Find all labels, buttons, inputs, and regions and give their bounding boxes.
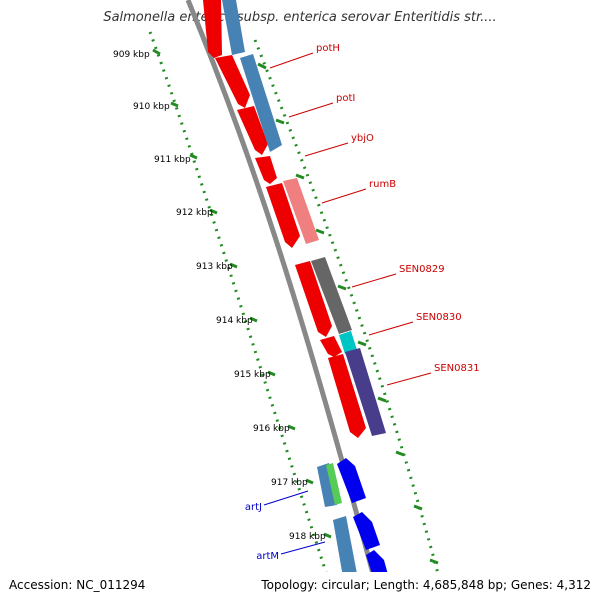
tick-label: 913 kbp — [196, 262, 233, 272]
gene-feature[interactable] — [266, 183, 300, 248]
tick-label: 909 kbp — [113, 50, 150, 60]
inner-tick-marks — [152, 48, 332, 539]
tick-label: 916 kbp — [253, 424, 290, 434]
callout-line — [269, 52, 314, 69]
map-title: Salmonella enterica subsp. enterica sero… — [103, 10, 497, 25]
gene-label-rumb[interactable]: rumB — [369, 179, 396, 190]
gene-feature[interactable] — [311, 257, 352, 334]
gene-feature[interactable] — [222, 0, 245, 55]
gene-feature[interactable] — [366, 550, 390, 586]
callout-line — [351, 273, 397, 288]
gene-feature[interactable] — [328, 354, 366, 438]
forward-strand-genes — [203, 0, 366, 438]
gene-label-poti[interactable]: potI — [336, 93, 355, 104]
gene-feature[interactable] — [320, 336, 342, 357]
tick-label: 917 kbp — [271, 478, 308, 488]
gene-feature[interactable] — [326, 463, 342, 505]
tick-label: 910 kbp — [133, 102, 170, 112]
gene-label-artm[interactable]: artM — [256, 551, 279, 562]
gene-label-poth[interactable]: potH — [316, 43, 340, 54]
callout-line — [288, 102, 334, 118]
tick-labels: 909 kbp 910 kbp 911 kbp 912 kbp 913 kbp 914 k… — [113, 50, 326, 542]
callout-line — [321, 188, 367, 204]
gene-feature[interactable] — [339, 331, 357, 354]
gene-feature[interactable] — [337, 458, 366, 503]
gene-label-artj[interactable]: artJ — [245, 502, 262, 513]
tick-label: 914 kbp — [216, 316, 253, 326]
outer-tick-marks — [257, 62, 439, 565]
callout-line — [386, 372, 432, 386]
topology-info: Topology: circular; Length: 4,685,848 bp… — [261, 578, 591, 592]
gene-feature[interactable] — [237, 106, 268, 155]
callout-line — [263, 490, 309, 506]
gene-feature[interactable] — [356, 592, 372, 600]
gene-feature[interactable] — [333, 516, 362, 600]
callout-line — [280, 541, 326, 555]
accession-text: Accession: NC_011294 — [9, 578, 146, 592]
gene-callouts: potH potI ybjO rumB SEN0829 SEN0830 SEN0831 art… — [245, 43, 480, 562]
gene-feature[interactable] — [215, 55, 250, 108]
tick-label: 912 kbp — [176, 208, 213, 218]
scale-dots-inner — [148, 31, 328, 572]
callout-line — [304, 142, 349, 157]
gene-feature[interactable] — [203, 0, 222, 58]
callout-line — [368, 321, 414, 336]
gene-feature[interactable] — [295, 261, 332, 337]
tick-label: 911 kbp — [154, 155, 191, 165]
gene-feature[interactable] — [240, 54, 282, 152]
tick-label: 915 kbp — [234, 370, 271, 380]
tick-label: 918 kbp — [289, 532, 326, 542]
gene-feature[interactable] — [317, 463, 337, 507]
map-body: potH potI ybjO rumB SEN0829 SEN0830 SEN0831 art… — [113, 0, 480, 600]
gene-feature[interactable] — [345, 348, 386, 436]
gene-label-sen0830[interactable]: SEN0830 — [416, 312, 462, 323]
gene-label-sen0831[interactable]: SEN0831 — [434, 363, 480, 374]
backbone-track — [185, 0, 376, 572]
gene-feature[interactable] — [353, 512, 380, 550]
gene-label-ybjo[interactable]: ybjO — [351, 133, 374, 144]
cog-class-blocks — [222, 0, 386, 600]
reverse-strand-genes — [337, 458, 390, 586]
gene-feature[interactable] — [283, 178, 319, 244]
gene-label-sen0829[interactable]: SEN0829 — [399, 264, 445, 275]
gene-feature[interactable] — [255, 156, 277, 184]
